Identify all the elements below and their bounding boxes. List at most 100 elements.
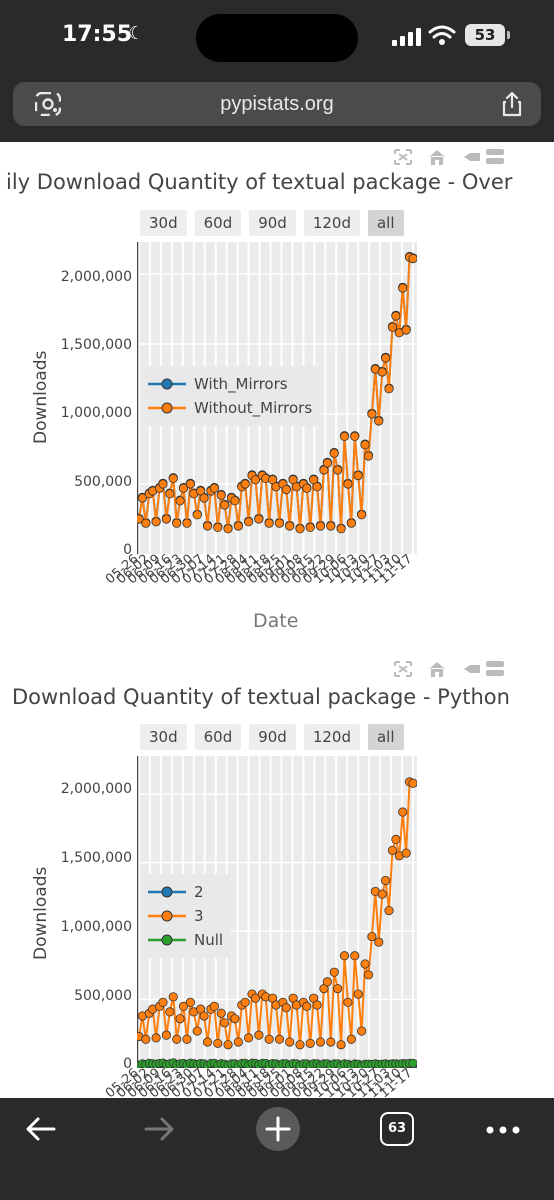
data-point[interactable] — [185, 997, 195, 1007]
data-point[interactable] — [387, 322, 398, 332]
range-120d-button[interactable]: 120d — [303, 210, 360, 236]
data-point[interactable] — [326, 521, 336, 531]
data-point[interactable] — [178, 1001, 189, 1011]
data-point[interactable] — [295, 1040, 305, 1050]
data-point[interactable] — [230, 496, 240, 506]
data-point[interactable] — [213, 522, 223, 532]
data-point[interactable] — [391, 834, 401, 844]
data-point[interactable] — [161, 514, 172, 524]
data-point[interactable] — [367, 931, 377, 942]
data-point[interactable] — [216, 490, 226, 500]
spike-lines-icon[interactable] — [460, 148, 482, 166]
data-point[interactable] — [240, 997, 250, 1007]
data-point[interactable] — [168, 473, 178, 483]
data-point[interactable] — [353, 989, 363, 999]
data-point[interactable] — [322, 977, 332, 987]
data-point[interactable] — [151, 1033, 161, 1043]
data-point[interactable] — [141, 1034, 151, 1044]
data-point[interactable] — [357, 1026, 367, 1036]
data-point[interactable] — [357, 510, 367, 520]
data-point[interactable] — [350, 431, 360, 441]
data-point[interactable] — [353, 471, 363, 481]
data-point[interactable] — [333, 984, 343, 994]
data-point[interactable] — [374, 416, 384, 426]
data-point[interactable] — [250, 475, 261, 485]
compare-hover-icon[interactable] — [484, 148, 506, 166]
data-point[interactable] — [381, 875, 391, 886]
data-point[interactable] — [178, 483, 189, 493]
data-point[interactable] — [172, 518, 182, 528]
range-90d-button[interactable]: 90d — [249, 210, 296, 236]
back-arrow-icon[interactable] — [24, 1112, 58, 1146]
data-point[interactable] — [374, 937, 384, 947]
data-point[interactable] — [408, 778, 417, 788]
data-point[interactable] — [254, 1030, 264, 1040]
data-point[interactable] — [192, 1026, 202, 1036]
data-point[interactable] — [339, 951, 350, 961]
data-point[interactable] — [233, 521, 243, 531]
range-90d-button[interactable]: 90d — [249, 724, 296, 750]
range-60d-button[interactable]: 60d — [194, 210, 242, 236]
legend-item-with-mirrors[interactable]: With_Mirrors — [148, 372, 312, 396]
data-point[interactable] — [346, 1034, 356, 1044]
data-point[interactable] — [398, 283, 408, 293]
tab-count-button[interactable]: 63 — [380, 1112, 414, 1146]
data-point[interactable] — [305, 522, 315, 532]
data-point[interactable] — [285, 1037, 295, 1047]
data-point[interactable] — [244, 517, 254, 527]
data-point[interactable] — [213, 1038, 223, 1048]
data-point[interactable] — [339, 431, 350, 441]
data-point[interactable] — [384, 905, 394, 916]
compare-hover-icon[interactable] — [484, 660, 506, 678]
data-point[interactable] — [165, 489, 175, 499]
data-point[interactable] — [264, 518, 274, 528]
share-icon[interactable] — [501, 91, 523, 117]
data-point[interactable] — [274, 518, 285, 528]
data-point[interactable] — [302, 483, 312, 493]
legend-item-3[interactable]: 3 — [148, 904, 223, 928]
data-point[interactable] — [182, 1034, 192, 1044]
data-point[interactable] — [343, 997, 353, 1007]
data-point[interactable] — [137, 493, 148, 503]
data-point[interactable] — [202, 1037, 213, 1047]
data-point[interactable] — [333, 465, 343, 475]
data-point[interactable] — [326, 1037, 336, 1047]
data-point[interactable] — [401, 848, 411, 858]
data-point[interactable] — [336, 524, 346, 534]
data-point[interactable] — [158, 997, 168, 1007]
data-point[interactable] — [381, 353, 391, 363]
data-point[interactable] — [408, 1058, 417, 1068]
data-point[interactable] — [182, 518, 192, 528]
lens-icon[interactable] — [35, 92, 61, 116]
data-point[interactable] — [360, 959, 370, 969]
data-point[interactable] — [305, 1038, 315, 1048]
data-point[interactable] — [363, 970, 374, 980]
data-point[interactable] — [336, 1040, 346, 1050]
data-point[interactable] — [220, 500, 230, 510]
data-point[interactable] — [322, 458, 332, 468]
data-point[interactable] — [244, 1033, 254, 1043]
data-point[interactable] — [202, 521, 213, 531]
data-point[interactable] — [408, 254, 417, 264]
data-point[interactable] — [315, 1037, 326, 1047]
data-point[interactable] — [209, 1001, 219, 1011]
range-30d-button[interactable]: 30d — [140, 210, 187, 236]
data-point[interactable] — [175, 1014, 185, 1024]
data-point[interactable] — [141, 518, 151, 528]
data-point[interactable] — [387, 845, 398, 855]
data-point[interactable] — [384, 384, 394, 394]
more-menu-icon[interactable] — [486, 1126, 520, 1134]
data-point[interactable] — [220, 1018, 230, 1028]
data-point[interactable] — [360, 440, 370, 450]
new-tab-plus-icon[interactable] — [255, 1106, 301, 1152]
data-point[interactable] — [254, 514, 264, 524]
address-bar[interactable]: pypistats.org — [13, 82, 541, 126]
data-point[interactable] — [250, 993, 261, 1003]
data-point[interactable] — [168, 992, 178, 1002]
data-point[interactable] — [329, 967, 339, 977]
data-point[interactable] — [172, 1034, 182, 1044]
data-point[interactable] — [137, 514, 144, 524]
data-point[interactable] — [329, 448, 339, 458]
data-point[interactable] — [216, 1008, 226, 1018]
data-point[interactable] — [264, 1034, 274, 1044]
